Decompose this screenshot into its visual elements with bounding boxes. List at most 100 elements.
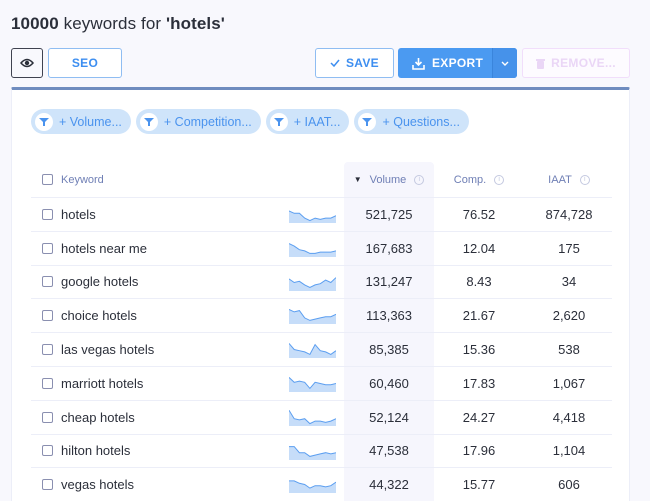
trend-sparkline xyxy=(289,242,336,257)
iaat-cell: 4,418 xyxy=(552,409,586,425)
column-volume[interactable]: ▼ Volume i xyxy=(344,174,434,186)
table-row[interactable]: google hotels 131,247 8.43 34 xyxy=(31,266,612,300)
comp-cell: 8.43 xyxy=(466,274,492,290)
query-text: 'hotels' xyxy=(166,14,225,33)
save-label: SAVE xyxy=(346,56,379,70)
column-label: Comp. xyxy=(453,173,487,186)
filter-iaat[interactable]: + IAAT... xyxy=(265,109,350,134)
filter-icon xyxy=(139,112,158,131)
volume-cell: 113,363 xyxy=(365,308,413,324)
keyword-cell[interactable]: google hotels xyxy=(61,274,139,290)
filter-bar: + Volume... + Competition... + IAAT... +… xyxy=(31,109,469,134)
volume-cell: 60,460 xyxy=(369,375,409,391)
column-iaat[interactable]: IAAT i xyxy=(524,174,614,186)
eye-icon xyxy=(20,58,34,68)
trend-sparkline xyxy=(289,210,336,223)
volume-cell: 44,322 xyxy=(369,477,409,493)
check-icon xyxy=(330,59,340,67)
export-button[interactable]: EXPORT xyxy=(398,48,493,78)
volume-cell: 47,538 xyxy=(369,443,409,459)
trend-sparkline xyxy=(289,309,336,325)
export-dropdown-button[interactable] xyxy=(493,48,517,78)
keyword-cell[interactable]: vegas hotels xyxy=(61,477,134,493)
row-checkbox[interactable] xyxy=(42,242,53,254)
row-checkbox[interactable] xyxy=(42,310,53,322)
keyword-table: Keyword ▼ Volume i Comp. i IAAT i hotels 521,… xyxy=(31,162,612,501)
iaat-cell: 34 xyxy=(561,274,577,290)
keyword-cell[interactable]: hilton hotels xyxy=(61,443,131,459)
iaat-cell: 175 xyxy=(558,240,580,256)
table-row[interactable]: marriott hotels 60,460 17.83 1,067 xyxy=(31,367,612,401)
keyword-cell[interactable]: marriott hotels xyxy=(61,375,144,391)
view-toggle-button[interactable] xyxy=(11,48,43,78)
filter-label: + IAAT... xyxy=(293,114,341,129)
remove-label: REMOVE... xyxy=(551,56,616,70)
iaat-cell: 606 xyxy=(558,477,580,493)
sort-desc-icon: ▼ xyxy=(353,175,362,184)
row-checkbox[interactable] xyxy=(42,411,53,423)
keyword-cell[interactable]: choice hotels xyxy=(61,308,137,324)
comp-cell: 17.83 xyxy=(462,375,496,391)
row-checkbox[interactable] xyxy=(42,208,53,220)
comp-cell: 21.67 xyxy=(462,308,496,324)
iaat-cell: 1,104 xyxy=(552,443,586,459)
row-checkbox[interactable] xyxy=(42,479,53,491)
table-row[interactable]: hotels 521,725 76.52 874,728 xyxy=(31,198,612,232)
info-icon[interactable]: i xyxy=(414,174,425,185)
table-header: Keyword ▼ Volume i Comp. i IAAT i xyxy=(31,162,612,198)
results-card: + Volume... + Competition... + IAAT... +… xyxy=(11,87,630,501)
table-row[interactable]: choice hotels 113,363 21.67 2,620 xyxy=(31,299,612,334)
filter-icon xyxy=(358,112,377,131)
filter-volume[interactable]: + Volume... xyxy=(31,109,131,134)
iaat-cell: 2,620 xyxy=(552,308,586,324)
keyword-cell[interactable]: hotels near me xyxy=(61,240,147,256)
row-checkbox[interactable] xyxy=(42,276,53,288)
column-comp[interactable]: Comp. i xyxy=(434,174,524,186)
table-row[interactable]: cheap hotels 52,124 24.27 4,418 xyxy=(31,401,612,435)
table-body: hotels 521,725 76.52 874,728 hotels near me 1… xyxy=(31,198,612,501)
row-checkbox[interactable] xyxy=(42,445,53,457)
select-all-checkbox[interactable] xyxy=(42,174,53,185)
filter-label: + Volume... xyxy=(59,114,122,129)
remove-button[interactable]: REMOVE... xyxy=(522,48,630,78)
table-row[interactable]: hilton hotels 47,538 17.96 1,104 xyxy=(31,435,612,469)
result-count: 10000 xyxy=(11,14,59,33)
volume-cell: 131,247 xyxy=(365,274,413,290)
comp-cell: 17.96 xyxy=(462,443,496,459)
row-checkbox[interactable] xyxy=(42,344,53,356)
seo-button[interactable]: SEO xyxy=(48,48,122,78)
volume-cell: 521,725 xyxy=(365,206,413,222)
row-checkbox[interactable] xyxy=(42,377,53,389)
column-keyword[interactable]: Keyword xyxy=(61,173,104,186)
info-icon[interactable]: i xyxy=(579,174,590,185)
trend-sparkline xyxy=(289,480,336,494)
table-row[interactable]: las vegas hotels 85,385 15.36 538 xyxy=(31,333,612,367)
trend-sparkline xyxy=(289,377,336,392)
iaat-cell: 538 xyxy=(558,342,580,358)
keyword-cell[interactable]: cheap hotels xyxy=(61,409,135,425)
filter-competition[interactable]: + Competition... xyxy=(135,109,261,134)
download-icon xyxy=(412,57,425,70)
export-label: EXPORT xyxy=(432,56,484,70)
filter-icon xyxy=(269,112,288,131)
trend-sparkline xyxy=(289,343,336,359)
keyword-cell[interactable]: hotels xyxy=(61,206,96,222)
keyword-cell[interactable]: las vegas hotels xyxy=(61,342,155,358)
page-title: 10000 keywords for 'hotels' xyxy=(11,14,225,34)
filter-questions[interactable]: + Questions... xyxy=(354,109,469,134)
table-row[interactable]: vegas hotels 44,322 15.77 606 xyxy=(31,468,612,501)
table-row[interactable]: hotels near me 167,683 12.04 175 xyxy=(31,232,612,266)
column-label: IAAT xyxy=(548,173,572,186)
info-icon[interactable]: i xyxy=(494,174,505,185)
comp-cell: 76.52 xyxy=(462,206,496,222)
filter-label: + Competition... xyxy=(163,114,252,129)
filter-icon xyxy=(35,112,53,131)
comp-cell: 12.04 xyxy=(462,240,496,256)
iaat-cell: 874,728 xyxy=(545,206,593,222)
save-button[interactable]: SAVE xyxy=(315,48,394,78)
trash-icon xyxy=(536,58,546,69)
column-label: Volume xyxy=(369,173,407,186)
comp-cell: 15.77 xyxy=(462,477,496,493)
filter-label: + Questions... xyxy=(382,114,460,129)
comp-cell: 24.27 xyxy=(462,409,496,425)
